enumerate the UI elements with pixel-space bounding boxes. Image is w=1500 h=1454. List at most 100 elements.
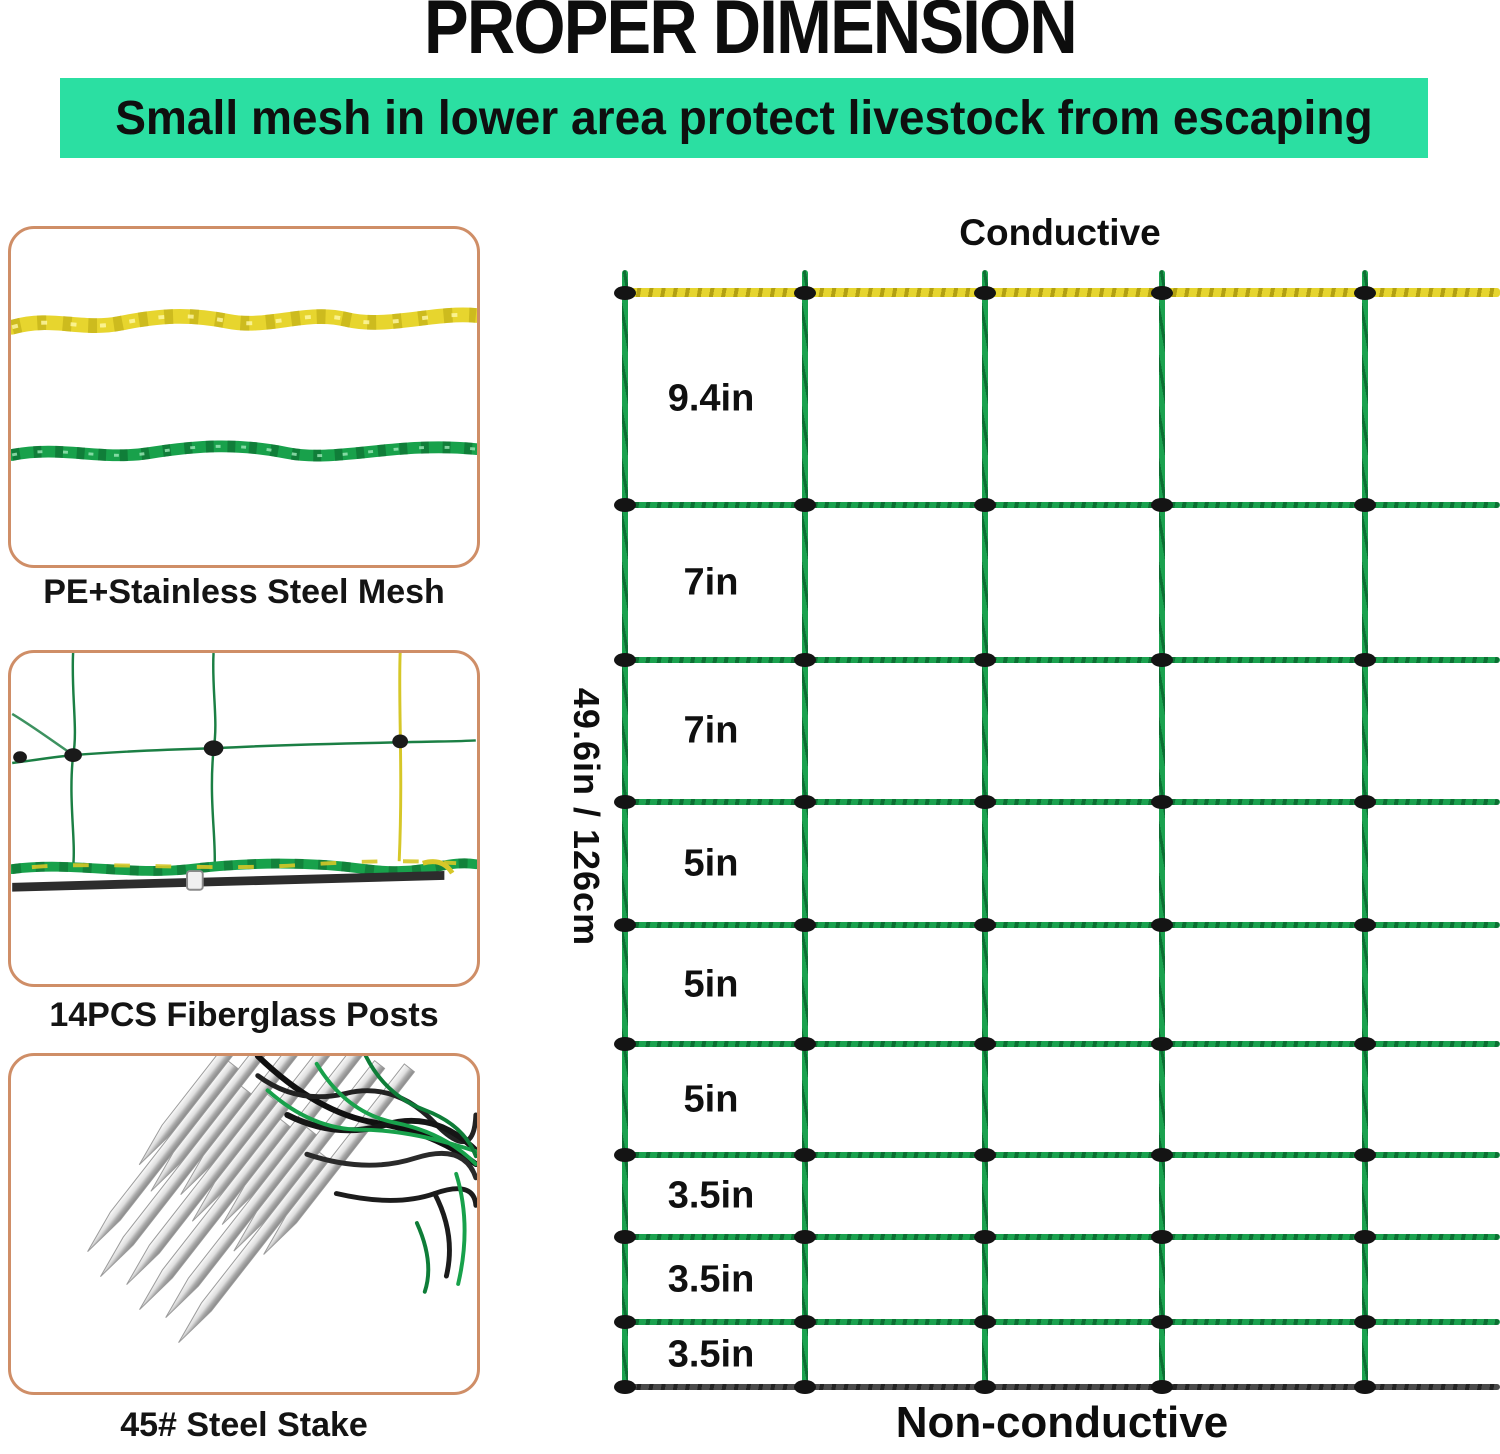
mesh-wire: [617, 1152, 1500, 1158]
net-height-label: 49.6in / 126cm: [566, 687, 607, 947]
knot: [794, 1380, 816, 1394]
knot: [1354, 1315, 1376, 1329]
mesh-wire: [617, 1234, 1500, 1240]
knot: [794, 498, 816, 512]
mesh-size-label: 7in: [683, 561, 739, 604]
subtitle-text: Small mesh in lower area protect livesto…: [115, 91, 1373, 145]
net-knots: [13, 734, 409, 764]
knot: [794, 795, 816, 809]
knot: [974, 795, 996, 809]
knot: [974, 498, 996, 512]
knot: [974, 1315, 996, 1329]
knot: [794, 1230, 816, 1244]
knot: [794, 918, 816, 932]
knot: [974, 918, 996, 932]
mesh-size-label: 3.5in: [667, 1333, 755, 1376]
knot: [1354, 795, 1376, 809]
mesh-wire: [617, 1319, 1500, 1325]
mesh-wire: [617, 657, 1500, 663]
knot: [614, 918, 636, 932]
knot: [614, 286, 636, 300]
knot: [794, 286, 816, 300]
knot: [1151, 498, 1173, 512]
mesh-wire: [617, 502, 1500, 508]
mesh-wire: [617, 1041, 1500, 1047]
conductive-label: Conductive: [959, 212, 1161, 253]
mesh-wire-caption: PE+Stainless Steel Mesh: [43, 573, 445, 611]
vertical-string: [982, 270, 988, 1390]
knot: [974, 1230, 996, 1244]
knot: [974, 286, 996, 300]
knot: [974, 653, 996, 667]
non-conductive-wire: [617, 1384, 1500, 1390]
knot: [614, 795, 636, 809]
mesh-size-label: 5in: [683, 963, 739, 1006]
knot: [974, 1148, 996, 1162]
knot: [1151, 1037, 1173, 1051]
knot: [794, 1037, 816, 1051]
knot: [614, 1380, 636, 1394]
knot: [1151, 286, 1173, 300]
polywire-illustration: [11, 307, 477, 462]
knot: [974, 1037, 996, 1051]
steel-stake-photo-frame: [8, 1053, 480, 1395]
knot: [794, 653, 816, 667]
vertical-string: [802, 270, 808, 1390]
yellow-corner-string: [397, 653, 403, 862]
net-strings: [11, 653, 476, 870]
knot: [614, 1230, 636, 1244]
knot: [1354, 918, 1376, 932]
fiberglass-posts-photo-frame: [8, 650, 480, 987]
knot: [794, 1315, 816, 1329]
net-clip: [186, 870, 204, 891]
conductive-wire: [617, 288, 1500, 297]
vertical-string: [622, 270, 628, 1390]
green-polywire: [11, 440, 477, 462]
knot: [1354, 286, 1376, 300]
vertical-string: [1159, 270, 1165, 1390]
vertical-string: [1362, 270, 1368, 1390]
fiberglass-posts-caption: 14PCS Fiberglass Posts: [49, 996, 439, 1034]
page-title: PROPER DIMENSION: [424, 0, 1078, 70]
mesh-wire-photo-frame: [8, 226, 480, 568]
knot: [974, 1380, 996, 1394]
knot: [1151, 1380, 1173, 1394]
knot: [1151, 795, 1173, 809]
net-corner-illustration: [11, 653, 477, 892]
knot: [1151, 918, 1173, 932]
knot: [1151, 1315, 1173, 1329]
knot: [614, 653, 636, 667]
mesh-wire: [617, 922, 1500, 928]
mesh-size-label: 3.5in: [667, 1174, 755, 1217]
knot: [614, 1037, 636, 1051]
knot: [1354, 1230, 1376, 1244]
knot: [614, 498, 636, 512]
knot: [1354, 1037, 1376, 1051]
knot: [1151, 653, 1173, 667]
steel-stake-caption: 45# Steel Stake: [120, 1406, 368, 1444]
post-bar: [12, 871, 445, 892]
knot: [614, 1315, 636, 1329]
knot: [1354, 1148, 1376, 1162]
mesh-size-label: 7in: [683, 709, 739, 752]
bottom-rope: [11, 858, 477, 877]
knot: [1354, 653, 1376, 667]
steel-stakes-illustration: [82, 1056, 477, 1348]
netting-tangle: [254, 1056, 477, 1294]
mesh-size-label: 3.5in: [667, 1258, 755, 1301]
knot: [794, 1148, 816, 1162]
knot: [1354, 1380, 1376, 1394]
stake-bundle: [82, 1056, 415, 1348]
mesh-wire: [617, 799, 1500, 805]
knot: [614, 1148, 636, 1162]
mesh-size-label: 5in: [683, 842, 739, 885]
knot: [1151, 1230, 1173, 1244]
knot: [1151, 1148, 1173, 1162]
yellow-polywire: [11, 307, 477, 335]
non-conductive-label: Non-conductive: [895, 1398, 1229, 1447]
mesh-size-label: 5in: [683, 1078, 739, 1121]
subtitle-banner: Small mesh in lower area protect livesto…: [60, 78, 1428, 158]
mesh-size-label: 9.4in: [667, 377, 755, 420]
knot: [1354, 498, 1376, 512]
